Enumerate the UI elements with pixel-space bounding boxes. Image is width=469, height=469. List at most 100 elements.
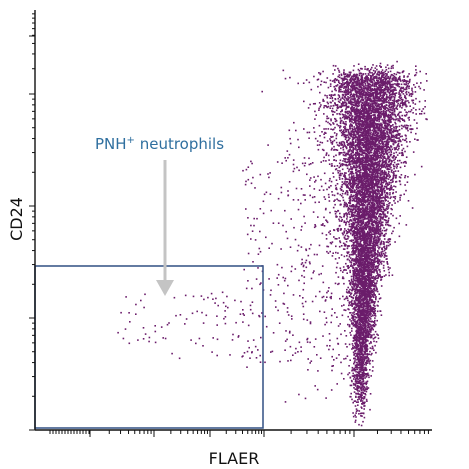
main-population-point	[364, 131, 366, 133]
main-population-point	[331, 90, 333, 93]
main-population-point	[343, 282, 345, 285]
main-population-point	[362, 179, 365, 181]
main-population-point	[388, 271, 390, 274]
main-population-point	[367, 212, 369, 215]
main-population-point	[411, 207, 414, 209]
main-population-point	[349, 172, 351, 175]
main-population-point	[350, 115, 352, 117]
main-population-point	[370, 105, 372, 107]
main-population-point	[355, 160, 357, 163]
main-population-point	[357, 308, 359, 310]
main-population-point	[353, 339, 355, 342]
main-population-point	[374, 305, 376, 307]
main-population-point	[407, 129, 409, 132]
main-population-point	[355, 123, 357, 125]
main-population-point	[393, 159, 395, 162]
main-population-point	[391, 73, 393, 76]
main-population-point	[355, 267, 357, 269]
main-population-point	[309, 362, 311, 364]
main-population-point	[334, 88, 336, 91]
main-population-point	[356, 236, 359, 239]
main-population-point	[353, 199, 356, 202]
main-population-point	[373, 232, 376, 234]
main-population-point	[352, 244, 355, 246]
main-population-point	[363, 117, 366, 119]
main-population-point	[352, 337, 355, 339]
main-population-point	[308, 137, 310, 139]
main-population-point	[364, 393, 366, 395]
main-population-point	[354, 134, 357, 136]
main-population-point	[360, 150, 362, 153]
main-population-point	[374, 344, 376, 347]
main-population-point	[354, 316, 357, 318]
main-population-point	[362, 104, 364, 107]
main-population-point	[383, 76, 386, 79]
main-population-point	[363, 323, 366, 325]
main-population-point	[402, 119, 404, 121]
main-population-point	[344, 145, 347, 147]
main-population-point	[395, 100, 398, 102]
main-population-point	[351, 259, 353, 262]
main-population-point	[400, 161, 403, 164]
main-population-point	[403, 102, 405, 104]
main-population-point	[322, 223, 324, 225]
main-population-point	[345, 115, 347, 117]
main-population-point	[377, 132, 380, 135]
main-population-point	[354, 100, 357, 102]
main-population-point	[344, 183, 347, 186]
main-population-point	[372, 105, 374, 107]
main-population-point	[331, 142, 334, 144]
main-population-point	[350, 296, 353, 298]
main-population-point	[386, 83, 389, 86]
main-population-point	[381, 123, 383, 126]
main-population-point	[393, 77, 395, 79]
main-population-point	[374, 142, 377, 145]
main-population-point	[345, 164, 348, 166]
main-population-point	[399, 93, 401, 95]
main-population-point	[361, 324, 363, 326]
main-population-point	[359, 254, 362, 256]
main-population-point	[328, 196, 330, 198]
main-population-point	[343, 298, 346, 301]
main-population-point	[359, 382, 361, 384]
main-population-point	[374, 253, 376, 255]
main-population-point	[357, 312, 359, 315]
main-population-point	[387, 266, 390, 268]
main-population-point	[366, 357, 368, 359]
main-population-point	[381, 276, 383, 278]
main-population-point	[342, 82, 344, 84]
main-population-point	[347, 139, 350, 142]
main-population-point	[396, 104, 399, 107]
main-population-point	[360, 362, 363, 365]
main-population-point	[390, 145, 393, 148]
main-population-point	[341, 80, 344, 82]
main-population-point	[404, 160, 407, 163]
main-population-point	[357, 128, 360, 130]
main-population-point	[343, 134, 345, 136]
main-population-point	[363, 218, 366, 220]
main-population-point	[337, 75, 339, 78]
main-population-point	[310, 360, 313, 362]
main-population-point	[367, 221, 369, 224]
main-population-point	[372, 230, 374, 233]
main-population-point	[350, 101, 352, 104]
main-population-point	[391, 105, 394, 107]
main-population-point	[347, 211, 350, 214]
main-population-point	[350, 312, 352, 314]
main-population-point	[341, 163, 344, 165]
main-population-point	[386, 206, 388, 208]
main-population-point	[404, 109, 406, 111]
main-population-point	[394, 89, 396, 91]
main-population-point	[398, 222, 400, 225]
main-population-point	[343, 255, 346, 258]
main-population-point	[346, 75, 348, 77]
main-population-point	[352, 218, 354, 220]
main-population-point	[380, 115, 382, 118]
main-population-point	[360, 302, 362, 305]
main-population-point	[360, 415, 362, 417]
main-population-point	[362, 114, 364, 117]
main-population-point	[352, 204, 354, 206]
main-population-point	[320, 80, 323, 83]
main-population-point	[370, 247, 372, 249]
main-population-point	[377, 141, 380, 143]
